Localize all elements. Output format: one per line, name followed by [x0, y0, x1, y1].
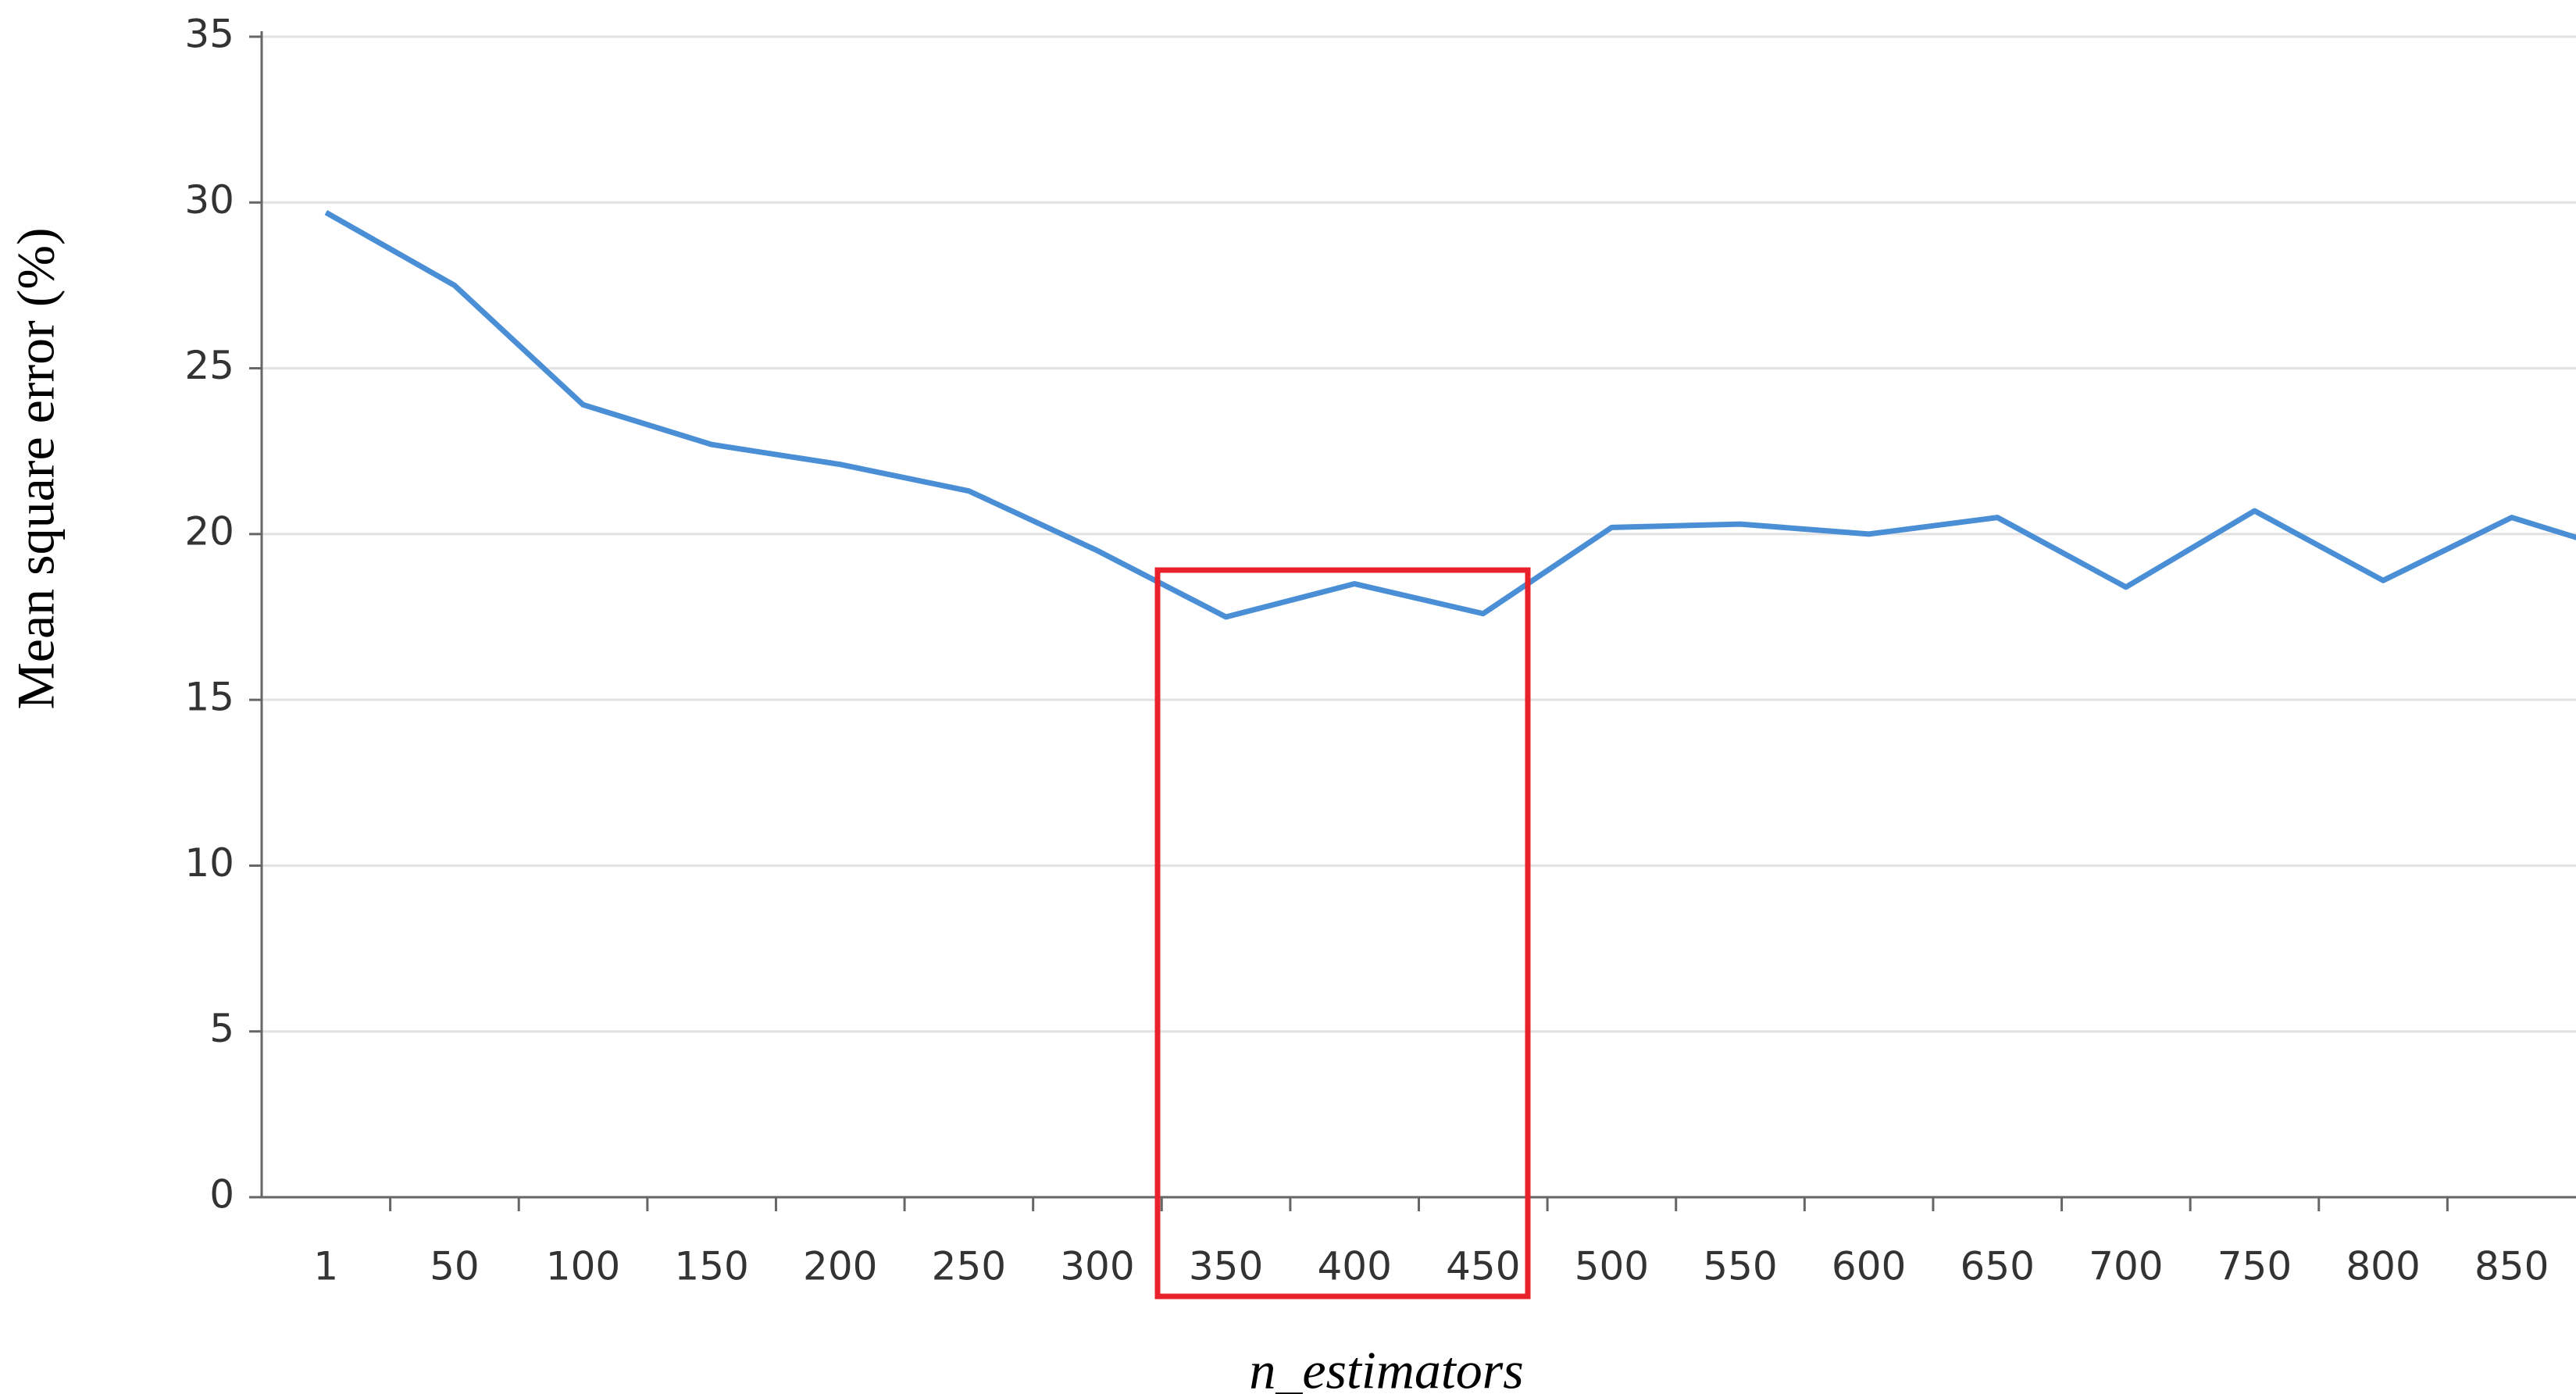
y-tick-label: 15 — [184, 675, 234, 720]
x-tick-label: 650 — [1961, 1244, 2035, 1289]
x-tick-label: 500 — [1575, 1244, 1649, 1289]
x-tick-label: 550 — [1703, 1244, 1777, 1289]
y-tick-label: 5 — [209, 1006, 234, 1051]
x-tick-label: 350 — [1189, 1244, 1263, 1289]
y-tick-label: 35 — [184, 12, 234, 57]
x-tick-label: 150 — [674, 1244, 748, 1289]
highlight-box — [1154, 567, 1531, 1300]
x-tick-label: 700 — [2089, 1244, 2163, 1289]
x-axis-title: n_estimators — [1249, 1341, 1523, 1394]
x-tick-label: 750 — [2217, 1244, 2292, 1289]
x-tick-label: 800 — [2346, 1244, 2420, 1289]
series-line — [324, 209, 2576, 620]
y-tick-label: 25 — [184, 343, 234, 388]
y-axis-title: Mean square error (%) — [6, 227, 66, 709]
x-tick-label: 850 — [2474, 1244, 2549, 1289]
x-tick-label: 400 — [1317, 1244, 1391, 1289]
y-tick-label: 20 — [184, 508, 234, 554]
x-tick-label: 450 — [1446, 1244, 1520, 1289]
x-tick-label: 100 — [546, 1244, 620, 1289]
x-tick-label: 200 — [803, 1244, 877, 1289]
x-tick-label: 250 — [932, 1244, 1006, 1289]
x-tick-label: 300 — [1060, 1244, 1134, 1289]
x-tick-label: 1 — [313, 1244, 338, 1289]
y-tick-label: 30 — [184, 177, 234, 223]
grid — [262, 35, 2576, 1033]
x-tick-label: 50 — [430, 1244, 480, 1289]
x-tick-label: 600 — [1832, 1244, 1906, 1289]
y-tick-label: 10 — [184, 840, 234, 886]
plot-area — [324, 209, 2576, 620]
y-tick-label: 0 — [209, 1172, 234, 1218]
